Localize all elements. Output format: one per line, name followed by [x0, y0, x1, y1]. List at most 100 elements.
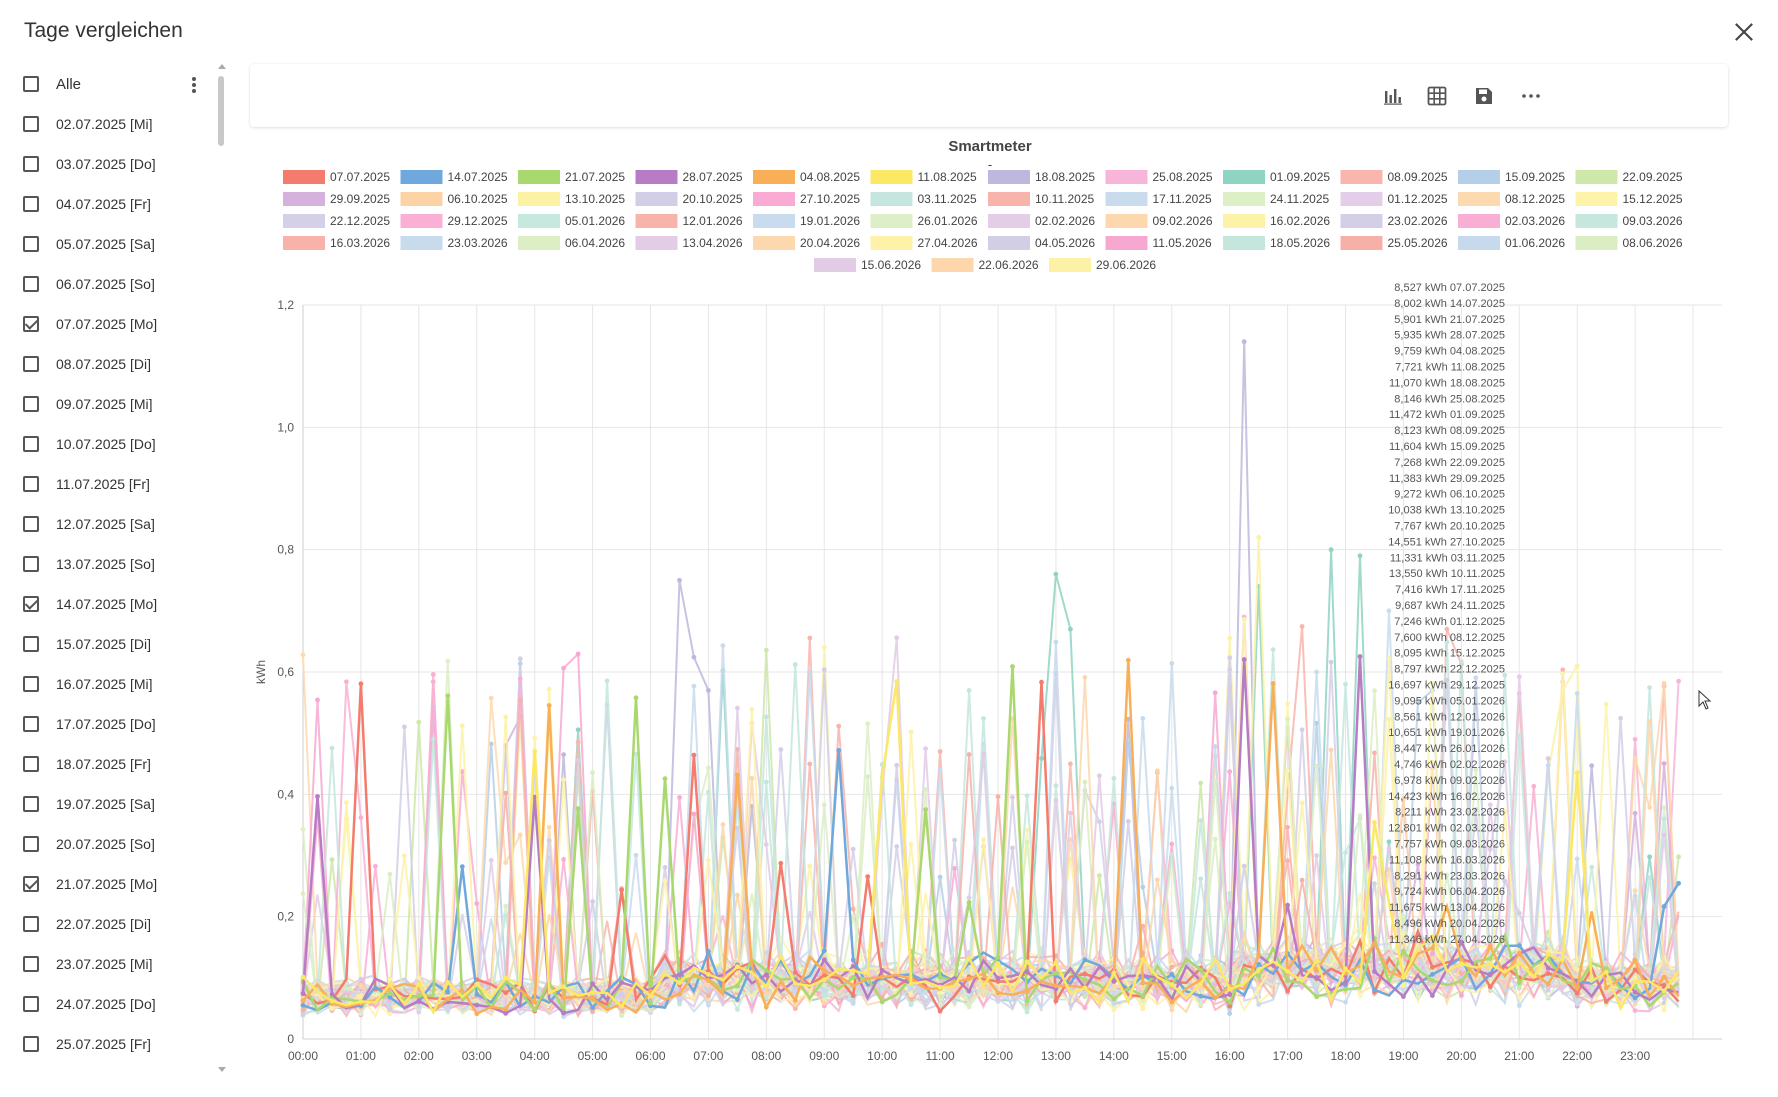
data-point [677, 991, 682, 997]
day-list-item[interactable]: 20.07.2025 [So] [0, 824, 215, 864]
series-total-label: 14,551 kWh 27.10.2025 [1388, 536, 1505, 548]
day-list-item[interactable]: 23.07.2025 [Mi] [0, 944, 215, 984]
day-list-item[interactable]: 18.07.2025 [Fr] [0, 744, 215, 784]
day-list-item[interactable]: 22.07.2025 [Di] [0, 904, 215, 944]
sidebar-scrollbar[interactable] [217, 64, 227, 1074]
day-checkbox[interactable] [23, 996, 39, 1012]
day-label: 12.07.2025 [Sa] [56, 516, 155, 532]
day-checkbox[interactable] [23, 196, 39, 212]
data-point [1459, 986, 1464, 992]
day-list-item[interactable]: 13.07.2025 [So] [0, 544, 215, 584]
data-point [329, 998, 335, 1004]
data-point [1097, 819, 1102, 825]
day-list-item[interactable]: 15.07.2025 [Di] [0, 624, 215, 664]
day-checkbox[interactable] [23, 396, 39, 412]
day-checkbox[interactable] [23, 956, 39, 972]
legend-swatch [518, 192, 560, 206]
data-point [1502, 759, 1508, 765]
data-point [763, 991, 769, 996]
data-point [1270, 681, 1276, 686]
day-list-item[interactable]: 25.07.2025 [Fr] [0, 1024, 215, 1064]
scroll-up-arrow-icon[interactable] [218, 64, 226, 69]
day-list-item[interactable]: 12.07.2025 [Sa] [0, 504, 215, 544]
day-checkbox[interactable] [23, 236, 39, 252]
data-point [1560, 667, 1566, 673]
day-list-item[interactable]: 08.07.2025 [Di] [0, 344, 215, 384]
data-point [300, 1007, 306, 1013]
bar-chart-button[interactable] [1381, 84, 1405, 108]
day-list-item[interactable]: 10.07.2025 [Do] [0, 424, 215, 464]
day-list-item[interactable]: 04.07.2025 [Fr] [0, 184, 215, 224]
day-list-item[interactable]: 03.07.2025 [Do] [0, 144, 215, 184]
day-checkbox[interactable] [23, 596, 39, 612]
data-point [1661, 1007, 1667, 1013]
more-vertical-icon[interactable] [190, 76, 198, 94]
day-list-item[interactable]: 06.07.2025 [So] [0, 264, 215, 304]
select-all-checkbox[interactable] [23, 76, 39, 92]
day-checkbox[interactable] [23, 676, 39, 692]
data-point [1430, 934, 1435, 939]
day-checkbox[interactable] [23, 156, 39, 172]
data-point [1415, 700, 1421, 705]
data-point [1256, 962, 1262, 967]
day-list-item[interactable]: 14.07.2025 [Mo] [0, 584, 215, 624]
day-checkbox[interactable] [23, 1036, 39, 1052]
data-point [1053, 998, 1059, 1004]
series-total-label: 7,600 kWh 08.12.2025 [1394, 632, 1505, 644]
day-list-item[interactable]: 02.07.2025 [Mi] [0, 104, 215, 144]
day-checkbox[interactable] [23, 516, 39, 532]
day-list-item[interactable]: 17.07.2025 [Do] [0, 704, 215, 744]
day-checkbox[interactable] [23, 916, 39, 932]
data-point [1314, 720, 1319, 726]
day-list-item[interactable]: 19.07.2025 [Sa] [0, 784, 215, 824]
scroll-thumb[interactable] [218, 76, 224, 146]
day-checkbox[interactable] [23, 636, 39, 652]
day-checkbox[interactable] [23, 796, 39, 812]
day-checkbox[interactable] [23, 356, 39, 372]
series-line [302, 660, 1680, 1016]
y-tick-label: 0 [287, 1032, 294, 1046]
day-list-item[interactable]: 07.07.2025 [Mo] [0, 304, 215, 344]
data-point [792, 1002, 798, 1008]
day-checkbox[interactable] [23, 276, 39, 292]
save-button[interactable] [1472, 84, 1496, 108]
data-point [662, 865, 668, 870]
day-checkbox[interactable] [23, 756, 39, 772]
data-point [1111, 996, 1117, 1002]
day-list-item[interactable]: 11.07.2025 [Fr] [0, 464, 215, 504]
day-list-item[interactable]: 24.07.2025 [Do] [0, 984, 215, 1024]
day-checkbox[interactable] [23, 476, 39, 492]
day-checkbox[interactable] [23, 316, 39, 332]
more-options-button[interactable] [1519, 84, 1543, 108]
data-point [1401, 930, 1406, 936]
line-chart: 07.07.2025 14.07.2025 21.07.2025 28.07.2025… [254, 170, 1722, 1063]
data-point [1502, 878, 1508, 884]
data-point [894, 635, 900, 641]
legend-swatch [988, 236, 1030, 250]
data-point [532, 999, 538, 1005]
scroll-down-arrow-icon[interactable] [218, 1067, 226, 1072]
table-view-button[interactable] [1425, 84, 1449, 108]
series-total-label: 8,797 kWh 22.12.2025 [1394, 664, 1505, 676]
data-point [488, 695, 494, 701]
data-point [546, 824, 552, 830]
day-list-item[interactable]: 16.07.2025 [Mi] [0, 664, 215, 704]
day-checkbox[interactable] [23, 556, 39, 572]
close-button[interactable] [1730, 18, 1758, 46]
series-total-label: 4,746 kWh 02.02.2026 [1394, 759, 1505, 771]
day-list-item[interactable]: 21.07.2025 [Mo] [0, 864, 215, 904]
day-list-item[interactable]: 09.07.2025 [Mi] [0, 384, 215, 424]
data-point [575, 651, 581, 657]
day-checkbox[interactable] [23, 836, 39, 852]
day-checkbox[interactable] [23, 876, 39, 892]
day-list-item[interactable]: 05.07.2025 [Sa] [0, 224, 215, 264]
data-point [1082, 971, 1088, 977]
legend-swatch [1575, 170, 1618, 184]
data-point [503, 903, 509, 909]
x-tick-label: 03:00 [462, 1049, 492, 1063]
select-all-row[interactable]: Alle [0, 64, 215, 104]
day-checkbox[interactable] [23, 116, 39, 132]
data-point [402, 853, 407, 859]
day-checkbox[interactable] [23, 436, 39, 452]
day-checkbox[interactable] [23, 716, 39, 732]
